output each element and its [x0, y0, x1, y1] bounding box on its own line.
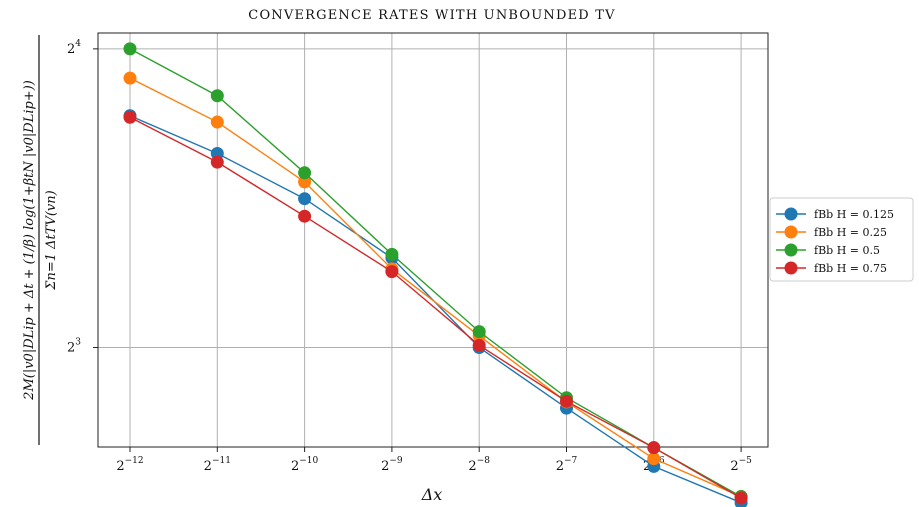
- data-point: [647, 452, 661, 466]
- data-point: [385, 265, 399, 279]
- series-line: [129, 48, 742, 498]
- data-point: [385, 247, 399, 261]
- grid-layer: [98, 33, 768, 447]
- legend-marker: [784, 225, 798, 239]
- legend-label: fBb H = 0.75: [814, 262, 887, 275]
- y-tick-label: 23: [67, 337, 81, 355]
- x-tick-label: 2−9: [381, 456, 403, 474]
- legend: fBb H = 0.125 fBb H = 0.25 fBb H = 0.5 fBb …: [769, 197, 914, 282]
- data-point: [210, 155, 224, 169]
- data-point: [298, 192, 312, 206]
- data-point: [123, 42, 137, 56]
- y-axis: 23 24: [67, 39, 98, 355]
- data-point: [298, 175, 312, 189]
- y-axis-label-denominator: Σn=1 ΔtTV(vn): [44, 190, 59, 290]
- data-point: [734, 491, 748, 505]
- x-tick-label: 2−11: [204, 456, 231, 474]
- legend-marker: [784, 207, 798, 221]
- y-axis-label-numerator: 2M(|v0|DLip + Δt + (1/β) log(1+βtN |v0|D…: [22, 80, 37, 401]
- legend-marker: [784, 243, 798, 257]
- legend-label: fBb H = 0.125: [814, 208, 894, 221]
- series: [123, 110, 748, 505]
- data-point: [472, 325, 486, 339]
- data-point: [298, 166, 312, 180]
- data-point: [472, 338, 486, 352]
- x-tick-label: 2−10: [291, 456, 319, 474]
- legend-box: [769, 197, 914, 282]
- legend-label: fBb H = 0.5: [814, 244, 880, 257]
- plot-frame: [97, 32, 769, 448]
- data-point: [123, 71, 137, 85]
- x-tick-label: 2−12: [116, 456, 143, 474]
- data-point: [647, 441, 661, 455]
- chart-title: CONVERGENCE RATES WITH UNBOUNDED TV: [248, 8, 615, 23]
- y-tick-label: 24: [67, 39, 81, 57]
- legend-marker: [784, 261, 798, 275]
- y-axis-label: 2M(|v0|DLip + Δt + (1/β) log(1+βtN |v0|D…: [22, 35, 59, 445]
- data-point: [298, 209, 312, 223]
- series-line: [129, 77, 742, 498]
- data-point: [123, 110, 137, 124]
- x-tick-label: 2−5: [730, 456, 752, 474]
- series-line: [129, 116, 742, 499]
- data-point: [210, 89, 224, 103]
- legend-label: fBb H = 0.25: [814, 226, 887, 239]
- data-point: [210, 115, 224, 129]
- x-tick-label: 2−7: [556, 456, 578, 474]
- data-point: [560, 394, 573, 408]
- x-axis-label: Δx: [421, 485, 443, 504]
- x-tick-label: 2−8: [468, 456, 490, 474]
- series-layer: [123, 42, 748, 507]
